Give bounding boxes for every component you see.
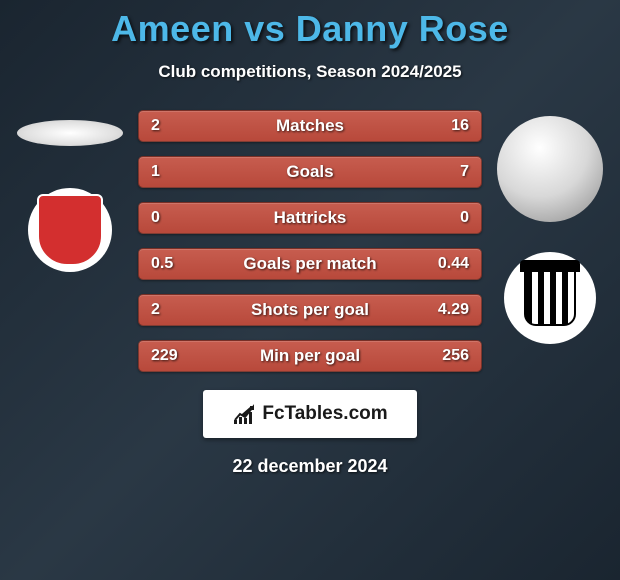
stat-left-value: 229 (151, 347, 195, 365)
chart-icon (232, 402, 256, 426)
shield-icon (37, 194, 103, 266)
brand-logo-box: FcTables.com (203, 390, 417, 438)
player-left-photo (17, 120, 123, 146)
stat-right-value: 7 (425, 163, 469, 181)
stat-label: Goals (286, 162, 333, 182)
stat-right-value: 256 (425, 347, 469, 365)
shield-icon (524, 270, 576, 326)
stat-left-value: 2 (151, 117, 195, 135)
stat-row-goals: 1 Goals 7 (138, 156, 482, 188)
stat-right-value: 0.44 (425, 255, 469, 273)
stat-row-matches: 2 Matches 16 (138, 110, 482, 142)
player-right-club-badge (504, 252, 596, 344)
stat-row-goals-per-match: 0.5 Goals per match 0.44 (138, 248, 482, 280)
stat-right-value: 0 (425, 209, 469, 227)
infographic-container: Ameen vs Danny Rose Club competitions, S… (0, 0, 620, 580)
stat-label: Min per goal (260, 346, 360, 366)
right-player-column (490, 116, 610, 344)
stat-left-value: 0 (151, 209, 195, 227)
main-row: 2 Matches 16 1 Goals 7 0 Hattricks 0 0.5… (0, 110, 620, 372)
stat-left-value: 2 (151, 301, 195, 319)
left-player-column (10, 120, 130, 272)
stat-right-value: 16 (425, 117, 469, 135)
brand-name: FcTables.com (262, 403, 387, 425)
page-title: Ameen vs Danny Rose (111, 8, 509, 50)
stat-label: Goals per match (243, 254, 376, 274)
stat-row-min-per-goal: 229 Min per goal 256 (138, 340, 482, 372)
stat-row-shots-per-goal: 2 Shots per goal 4.29 (138, 294, 482, 326)
stat-left-value: 1 (151, 163, 195, 181)
stat-label: Matches (276, 116, 344, 136)
stats-column: 2 Matches 16 1 Goals 7 0 Hattricks 0 0.5… (138, 110, 482, 372)
page-subtitle: Club competitions, Season 2024/2025 (158, 62, 461, 82)
footer-date: 22 december 2024 (232, 456, 387, 477)
stat-label: Hattricks (274, 208, 347, 228)
stat-row-hattricks: 0 Hattricks 0 (138, 202, 482, 234)
stat-label: Shots per goal (251, 300, 369, 320)
stat-right-value: 4.29 (425, 301, 469, 319)
player-right-photo (497, 116, 603, 222)
stat-left-value: 0.5 (151, 255, 195, 273)
player-left-club-badge (28, 188, 112, 272)
